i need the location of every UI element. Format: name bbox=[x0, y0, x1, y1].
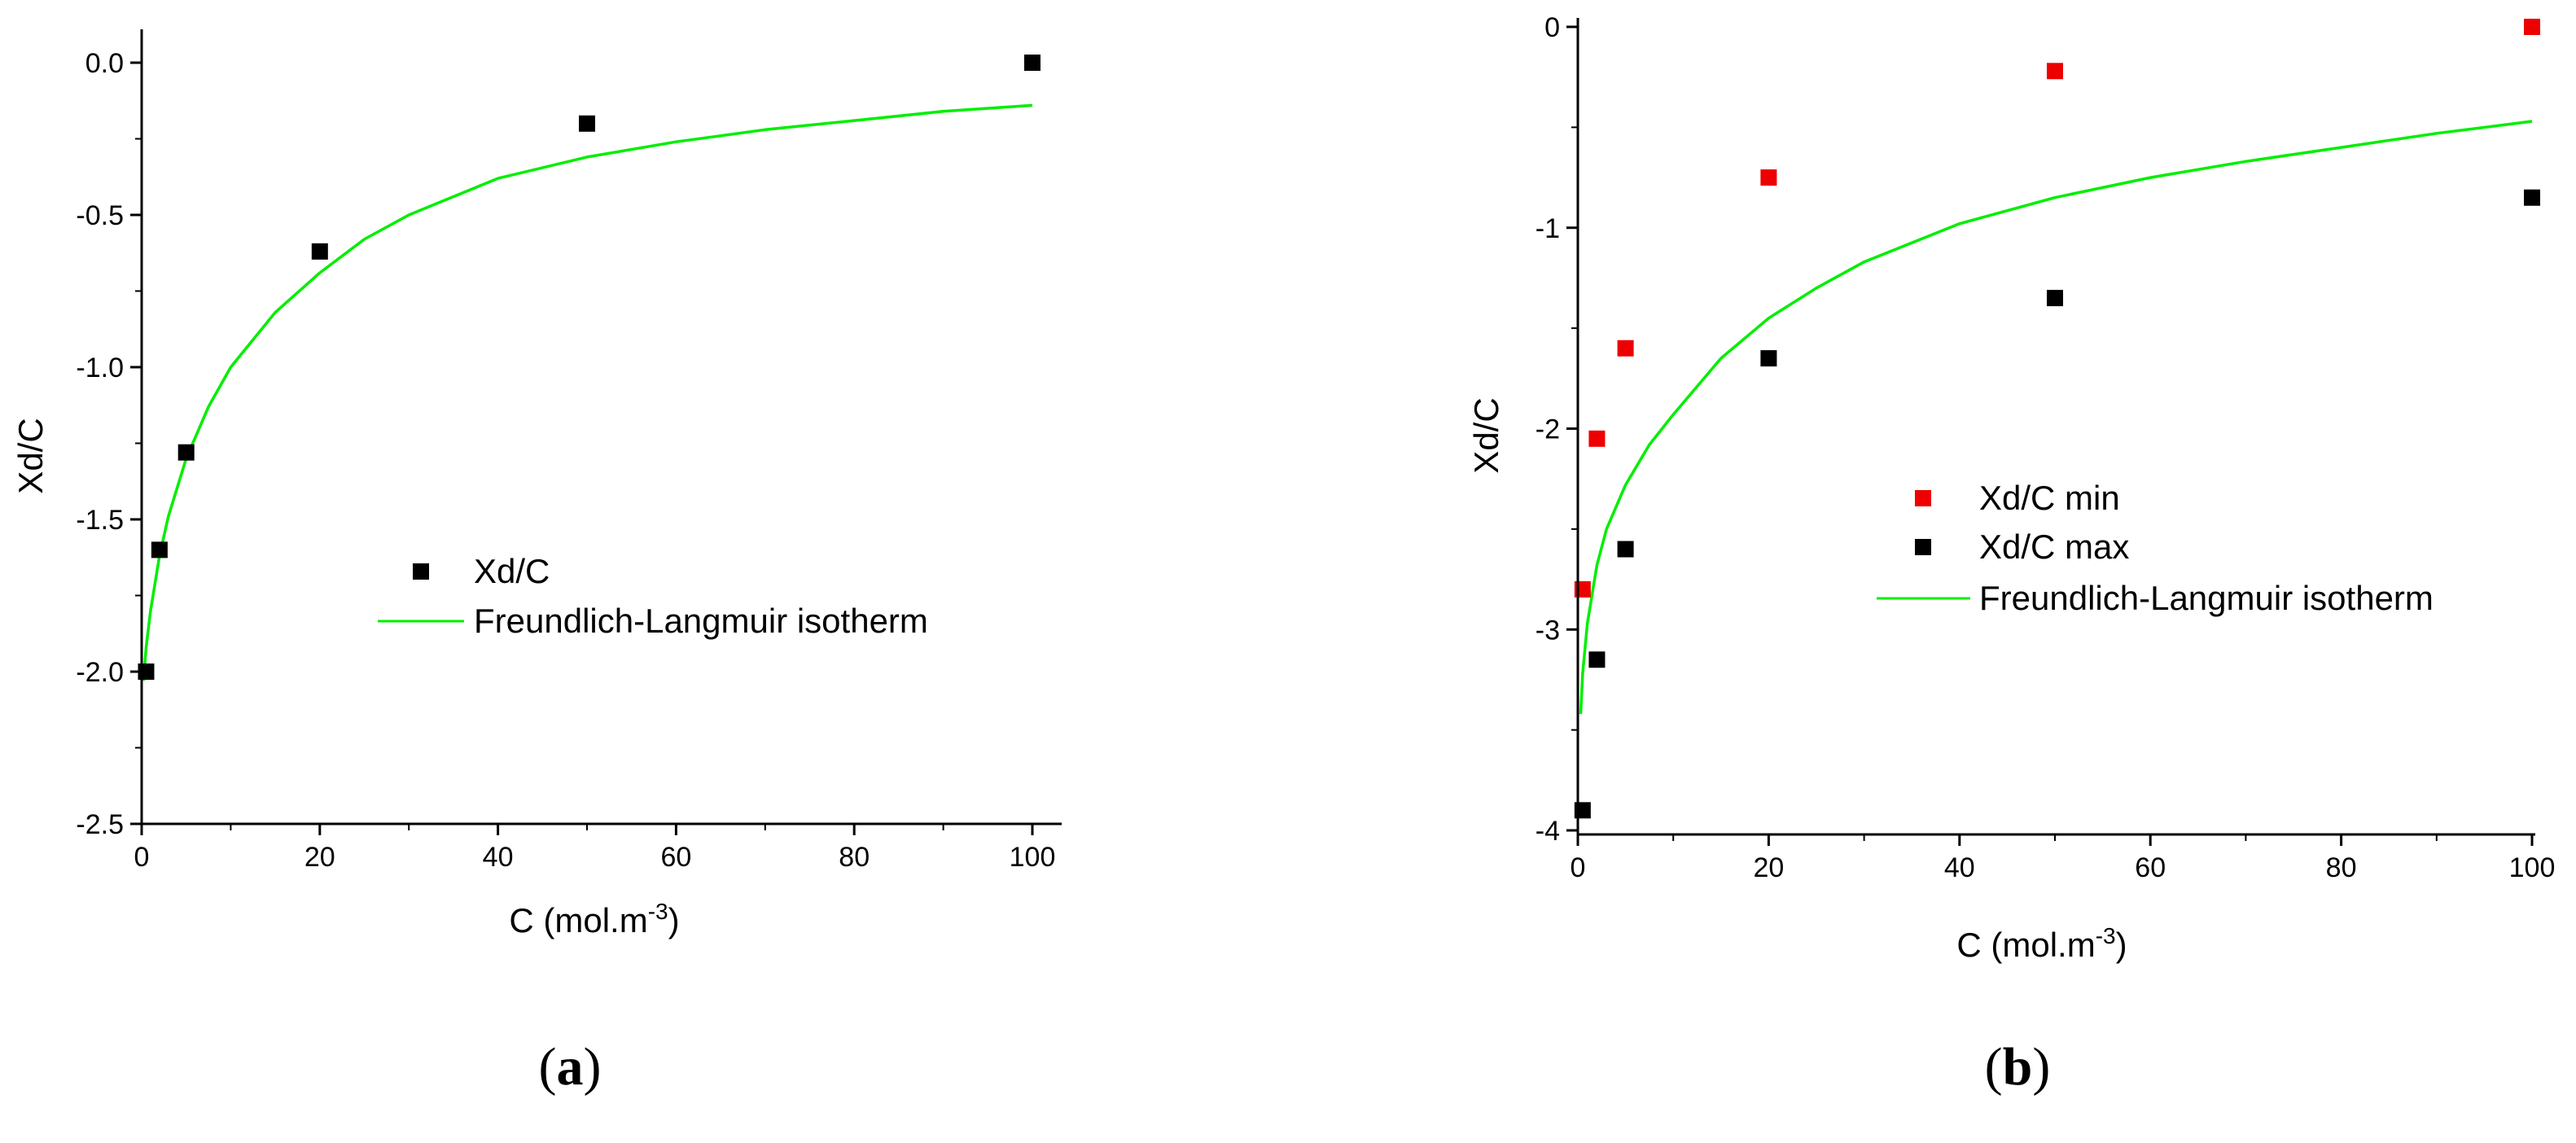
panel-b-y-tick-label: -3 bbox=[1536, 615, 1560, 646]
panel-b-x-ticks: 0 20 40 60 80 100 bbox=[1571, 834, 2556, 883]
panel-a-x-axis-title: C (mol.m-3) bbox=[509, 899, 679, 939]
panel-a-x-ticks: 0 20 40 60 80 100 bbox=[134, 824, 1056, 873]
panel-b-x-tick-label: 60 bbox=[2135, 852, 2166, 883]
panel-a-y-tick-label: 0.0 bbox=[85, 48, 124, 79]
panel-a-x-tick-label: 40 bbox=[483, 842, 514, 873]
panel-b-x-tick-label: 20 bbox=[1753, 852, 1784, 883]
panel-a-legend: Xd/C Freundlich-Langmuir isotherm bbox=[378, 552, 928, 640]
panel-a-xd-c-point bbox=[1024, 55, 1040, 71]
panel-b-xd-c-min-point bbox=[1617, 339, 1634, 357]
panel-b-y-tick-label: -4 bbox=[1536, 816, 1560, 847]
panel-a-y-tick-label: -2.5 bbox=[76, 809, 124, 840]
panel-b-legend: Xd/C min Xd/C max Freundlich-Langmuir is… bbox=[1877, 479, 2434, 617]
panel-a-xd-c-point bbox=[151, 541, 168, 558]
panel-b-xd-c-max-point bbox=[2047, 290, 2063, 307]
panel-a-x-tick-label: 100 bbox=[1010, 842, 1056, 873]
panel-b-y-tick-label: 0 bbox=[1544, 12, 1560, 43]
panel-a-y-tick-label: -1.5 bbox=[76, 505, 124, 536]
panel-b-x-tick-label: 100 bbox=[2509, 852, 2556, 883]
panel-a-chart: 0 20 40 60 80 100 0.0 -0.5 -1.0 -1.5 -2.0 -2.5 C (… bbox=[11, 29, 1062, 1097]
panel-b-xd-c-max-point bbox=[1588, 651, 1606, 668]
panel-a-freundlich-langmuir-isotherm-line bbox=[142, 103, 1033, 681]
panel-b-xd-c-min-point bbox=[2524, 19, 2540, 35]
panel-a-y-tick-label: -2.0 bbox=[76, 657, 124, 688]
panel-a-label: (a) bbox=[539, 1037, 602, 1097]
panel-b-xd-c-max-point bbox=[2524, 189, 2540, 206]
panel-a-x-tick-label: 80 bbox=[839, 842, 870, 873]
panel-b-chart: 0 20 40 60 80 100 0 -1 -2 -3 -4 C (mol.m-3) Xd/C … bbox=[1467, 12, 2555, 1097]
panel-b-marks bbox=[1574, 19, 2540, 819]
panel-b-x-tick-label: 0 bbox=[1571, 852, 1586, 883]
panel-a-x-tick-label: 0 bbox=[134, 842, 150, 873]
panel-b-x-axis-title: C (mol.m-3) bbox=[1956, 923, 2127, 964]
panel-b-y-tick-label: -2 bbox=[1536, 414, 1560, 445]
panel-b-xd-c-max-point bbox=[1760, 350, 1777, 367]
panel-a-xd-c-point bbox=[579, 115, 595, 132]
panel-a-xd-c-point bbox=[311, 243, 328, 260]
panel-b-legend-marker-min bbox=[1915, 490, 1931, 506]
panel-b-legend-label-isotherm: Freundlich-Langmuir isotherm bbox=[1979, 579, 2434, 617]
panel-a-legend-marker-xdc bbox=[413, 563, 429, 580]
panel-a-y-tick-label: -1.0 bbox=[76, 353, 124, 383]
panel-b-xd-c-min-point bbox=[1588, 430, 1606, 447]
panel-a-y-axis-title: Xd/C bbox=[11, 418, 50, 493]
panel-b-x-tick-label: 40 bbox=[1944, 852, 1975, 883]
panel-a-y-tick-label: -0.5 bbox=[76, 200, 124, 231]
panel-b-freundlich-langmuir-isotherm-line bbox=[1579, 120, 2533, 714]
panel-a-legend-label-xdc: Xd/C bbox=[474, 552, 550, 590]
panel-b-legend-marker-max bbox=[1915, 539, 1931, 555]
panel-b-legend-label-max: Xd/C max bbox=[1979, 528, 2129, 566]
panel-a-legend-label-isotherm: Freundlich-Langmuir isotherm bbox=[474, 602, 928, 640]
panel-b-y-axis-title: Xd/C bbox=[1467, 397, 1505, 473]
panel-b-xd-c-min-point bbox=[1760, 169, 1777, 186]
panel-b-legend-label-min: Xd/C min bbox=[1979, 479, 2120, 517]
panel-b-label: (b) bbox=[1985, 1037, 2051, 1097]
panel-b-y-ticks: 0 -1 -2 -3 -4 bbox=[1536, 12, 1578, 847]
panel-b-xd-c-min-point bbox=[2047, 63, 2063, 80]
panel-a-marks bbox=[138, 55, 1040, 681]
panel-a-x-tick-label: 60 bbox=[660, 842, 691, 873]
panel-b-x-tick-label: 80 bbox=[2326, 852, 2357, 883]
panel-a-x-tick-label: 20 bbox=[304, 842, 335, 873]
panel-b-xd-c-max-point bbox=[1617, 541, 1634, 558]
panel-a-xd-c-point bbox=[177, 444, 195, 461]
panel-b-y-tick-label: -1 bbox=[1536, 213, 1560, 244]
panel-a-y-ticks: 0.0 -0.5 -1.0 -1.5 -2.0 -2.5 bbox=[76, 48, 142, 840]
